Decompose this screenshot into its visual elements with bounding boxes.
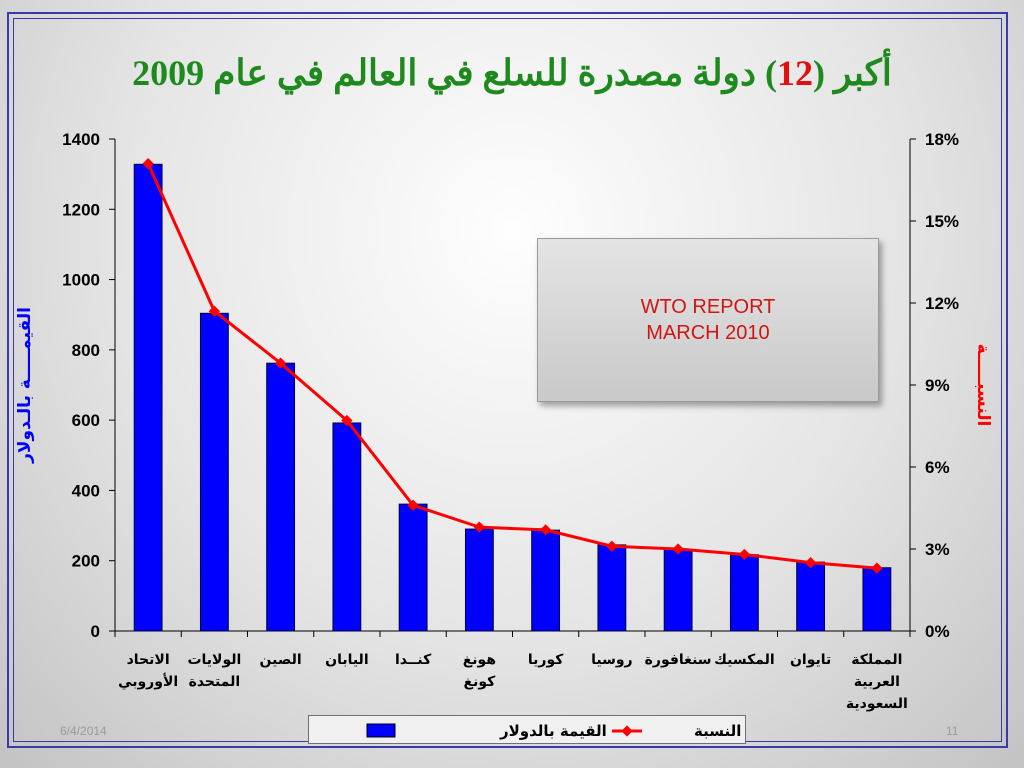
x-category-label: المملكة xyxy=(851,652,902,668)
right-y-tick-label: 0% xyxy=(925,622,950,641)
bar xyxy=(531,529,561,632)
x-category-label: العربية xyxy=(854,674,900,690)
line-marker xyxy=(473,521,486,533)
line-marker xyxy=(341,414,353,427)
right-y-axis-title: النسبـــــة xyxy=(973,344,993,427)
bar xyxy=(796,561,826,632)
line-marker xyxy=(208,305,221,317)
x-category-label: الولايات xyxy=(187,652,241,668)
bar xyxy=(332,422,362,632)
right-y-tick-label: 3% xyxy=(925,540,950,559)
bar xyxy=(729,554,759,632)
wto-report-note: WTO REPORT MARCH 2010 xyxy=(537,238,879,402)
right-y-tick-label: 15% xyxy=(925,212,959,231)
line-marker xyxy=(539,524,552,536)
series-line xyxy=(146,162,877,570)
x-category-label: الاتحاد xyxy=(127,652,170,668)
x-category-label: تايوان xyxy=(790,652,831,668)
x-category-label: روسيا xyxy=(591,652,633,668)
wto-report-line1: WTO REPORT xyxy=(640,296,776,318)
left-y-tick-label: 0 xyxy=(91,622,100,641)
bar xyxy=(862,567,892,632)
left-y-tick-label: 1200 xyxy=(62,200,100,219)
left-y-tick-label: 1400 xyxy=(62,130,100,149)
title-prefix: أكبر ( xyxy=(812,53,892,93)
right-y-tick-label: 12% xyxy=(925,294,959,313)
x-category-label: الصين xyxy=(260,652,302,668)
x-category-label: كونغ xyxy=(464,674,497,690)
title-number: 12 xyxy=(776,53,813,93)
left-y-tick-label: 800 xyxy=(72,341,100,360)
x-category-label: كنــدا xyxy=(395,652,432,668)
x-category-label: اليابان xyxy=(325,652,369,668)
x-category-label: المتحدة xyxy=(189,674,241,690)
line-marker xyxy=(871,562,883,574)
x-category-label: السعودية xyxy=(846,696,908,712)
x-category-label: كوريا xyxy=(528,652,564,668)
left-y-axis-title: القيمـــــة بالـدولار xyxy=(15,307,35,464)
left-y-tick-label: 200 xyxy=(72,552,100,571)
line-marker xyxy=(142,157,154,170)
wto-report-line2: MARCH 2010 xyxy=(646,322,770,344)
left-y-tick-label: 400 xyxy=(72,481,100,500)
line-marker xyxy=(672,543,684,555)
slide-frame-outer xyxy=(7,12,1008,748)
bar xyxy=(464,528,494,632)
x-category-label: سنغافورة xyxy=(645,652,712,668)
line-marker xyxy=(407,499,419,511)
bar xyxy=(266,362,296,632)
x-category-label: هونغ xyxy=(463,652,496,668)
line-marker xyxy=(606,540,618,552)
line-marker xyxy=(738,548,751,561)
bar xyxy=(597,544,627,632)
right-y-tick-label: 9% xyxy=(925,376,950,395)
right-y-tick-label: 6% xyxy=(925,458,950,477)
slide-title: أكبر (12) دولة مصدرة للسلع في العالم في … xyxy=(60,48,964,98)
right-y-tick-label: 18% xyxy=(925,130,959,149)
bar xyxy=(398,503,428,632)
footer-date: 6/4/2014 xyxy=(60,724,107,738)
x-category-label: المكسيك xyxy=(714,652,775,668)
line-marker xyxy=(274,357,287,369)
chart-legend xyxy=(308,715,746,744)
bar xyxy=(133,163,163,632)
footer-page-number: 11 xyxy=(946,724,959,738)
x-category-label: الأوروبي xyxy=(118,673,178,690)
left-y-tick-label: 600 xyxy=(72,411,100,430)
line-marker xyxy=(804,557,817,569)
bar xyxy=(199,312,229,632)
left-y-tick-label: 1000 xyxy=(62,271,100,290)
bar xyxy=(663,548,693,632)
title-suffix: ) دولة مصدرة للسلع في العالم في عام 2009 xyxy=(132,53,777,93)
